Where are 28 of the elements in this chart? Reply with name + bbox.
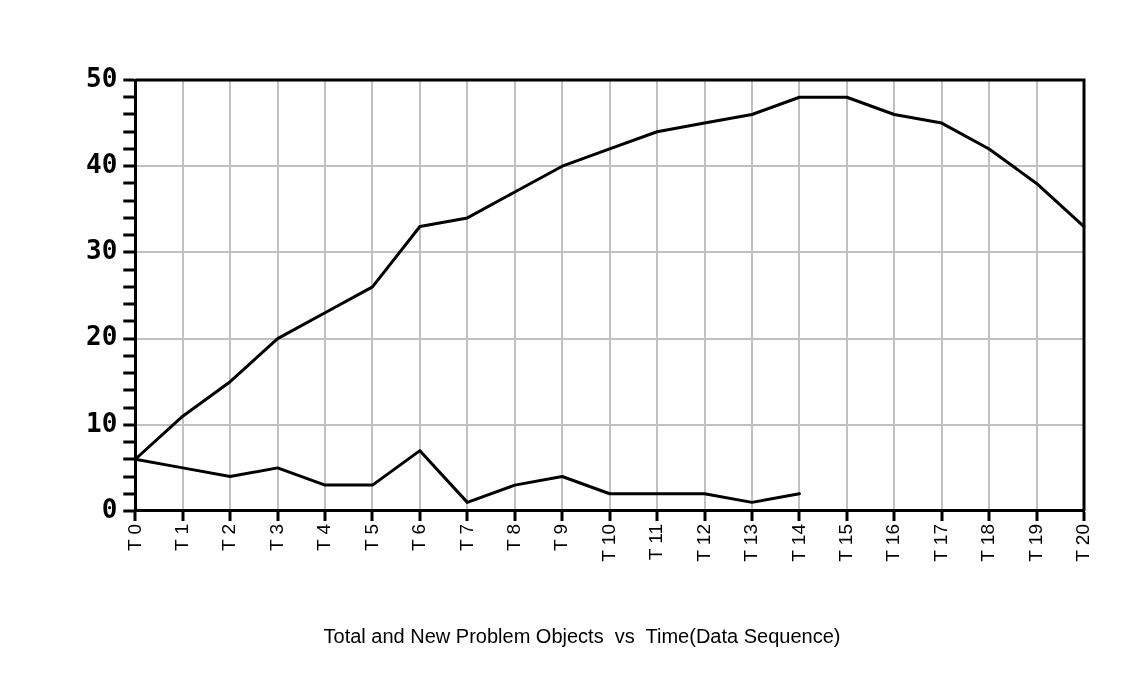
x-tick-label: T 1 bbox=[170, 523, 192, 552]
x-tick-label: T 17 bbox=[929, 523, 951, 562]
x-tick-label: T 19 bbox=[1024, 523, 1046, 562]
y-tick-label: 40 bbox=[85, 148, 118, 179]
x-tick-label: T 18 bbox=[977, 523, 999, 562]
x-tick-label: T 0 bbox=[123, 523, 145, 552]
x-tick-label: T 5 bbox=[360, 523, 382, 552]
x-tick-label: T 9 bbox=[550, 523, 572, 552]
x-tick-label: T 16 bbox=[882, 523, 904, 562]
x-tick-label: T 12 bbox=[692, 523, 714, 562]
x-tick-label: T 10 bbox=[597, 523, 619, 562]
y-tick-label: 0 bbox=[101, 493, 118, 524]
x-tick-label: T 13 bbox=[740, 523, 762, 562]
y-tick-label: 50 bbox=[85, 62, 118, 93]
x-tick-label: T 3 bbox=[265, 523, 287, 552]
x-tick-label: T 11 bbox=[645, 523, 667, 561]
x-tick-label: T 14 bbox=[787, 523, 809, 562]
x-tick-label: T 20 bbox=[1072, 523, 1094, 562]
y-tick-label: 30 bbox=[85, 235, 118, 266]
x-tick-label: T 2 bbox=[218, 523, 240, 552]
x-tick-label: T 15 bbox=[835, 523, 857, 562]
x-tick-label: T 8 bbox=[503, 523, 525, 552]
text: Total and New Problem Objects vs Time(Data Sequence) bbox=[323, 624, 841, 647]
y-tick-label: 10 bbox=[85, 407, 118, 438]
x-tick-label: T 6 bbox=[408, 523, 430, 552]
x-tick-label: T 4 bbox=[313, 523, 335, 552]
y-tick-label: 20 bbox=[85, 321, 118, 352]
x-tick-label: T 7 bbox=[455, 523, 477, 552]
